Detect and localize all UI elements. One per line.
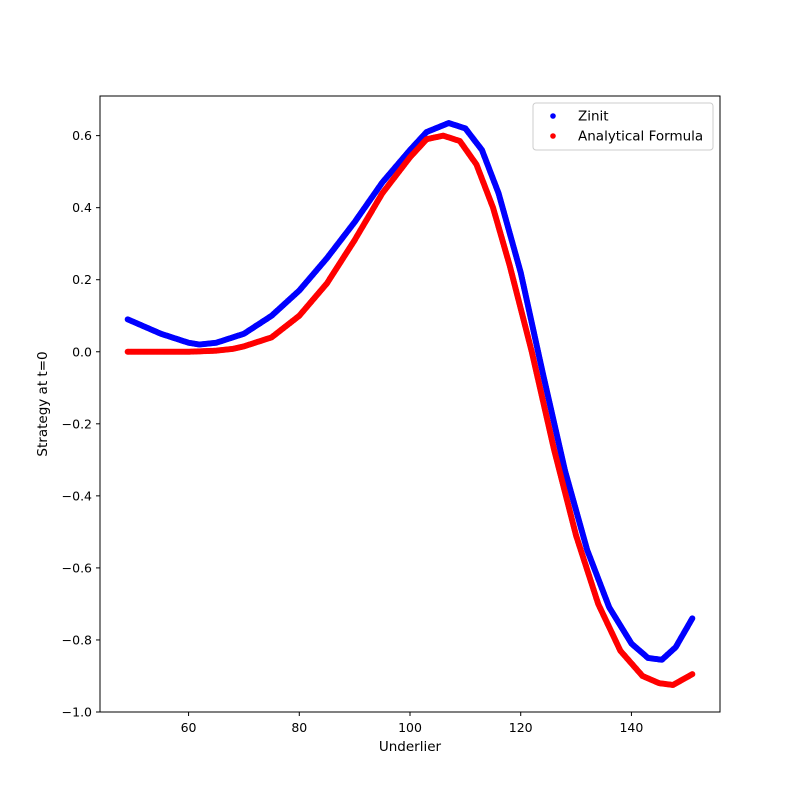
legend: Zinit Analytical Formula — [532, 102, 714, 151]
legend-marker-analytical — [550, 133, 556, 139]
y-tick-label: 0.6 — [72, 128, 92, 143]
legend-box — [532, 102, 714, 151]
y-tick-label: −0.4 — [62, 488, 92, 503]
x-tick-label: 120 — [509, 720, 533, 735]
series-layer — [124, 120, 696, 688]
y-tick-label: −0.8 — [62, 632, 92, 647]
x-tick-label: 140 — [619, 720, 643, 735]
data-point — [689, 671, 696, 678]
series-analytical-formula — [124, 132, 696, 688]
x-tick-label: 80 — [291, 720, 307, 735]
y-axis-label: Strategy at t=0 — [35, 351, 51, 456]
legend-label-zinit: Zinit — [578, 109, 609, 125]
legend-label-analytical: Analytical Formula — [578, 129, 703, 145]
y-tick-label: 0.2 — [72, 272, 92, 287]
data-point — [689, 615, 696, 622]
x-tick-label: 60 — [181, 720, 197, 735]
legend-marker-zinit — [550, 113, 556, 119]
x-axis-label: Underlier — [379, 739, 442, 755]
y-axis: −1.0 −0.8 −0.6 −0.4 −0.2 0.0 0.2 0.4 0.6 — [62, 128, 100, 720]
series-zinit — [124, 120, 696, 663]
y-tick-label: −1.0 — [62, 705, 92, 720]
x-tick-label: 100 — [398, 720, 422, 735]
y-tick-label: 0.4 — [72, 200, 92, 215]
y-tick-label: −0.6 — [62, 560, 92, 575]
y-tick-label: −0.2 — [62, 416, 92, 431]
y-tick-label: 0.0 — [72, 344, 92, 359]
x-axis: 60 80 100 120 140 — [181, 712, 643, 735]
plot-background — [100, 96, 720, 712]
